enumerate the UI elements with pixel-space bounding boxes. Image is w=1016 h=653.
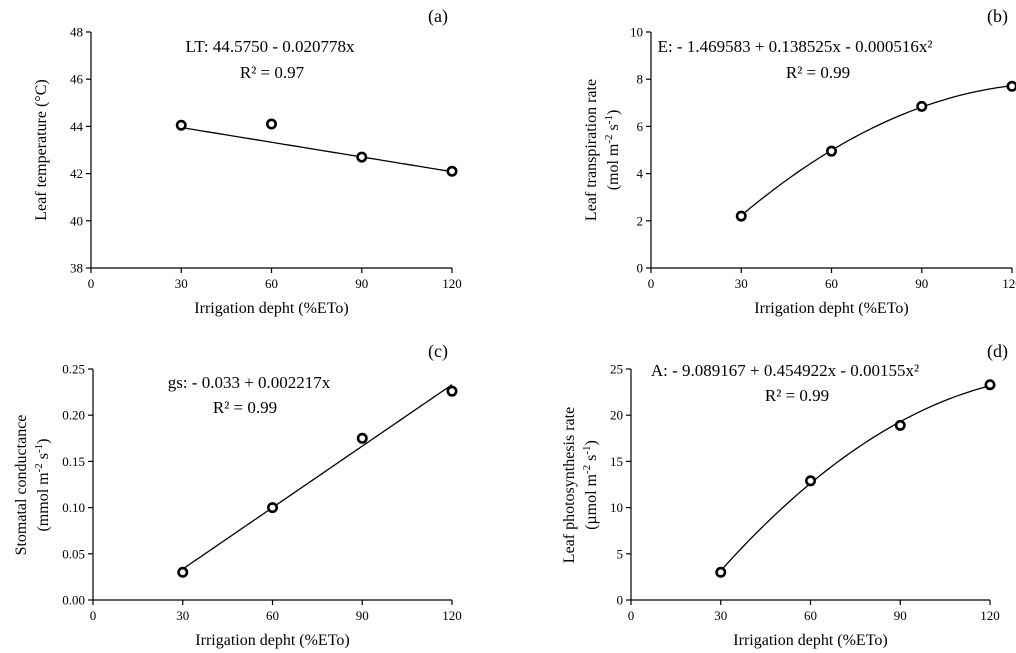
x-tick-label: 30	[735, 276, 748, 291]
y-tick-label: 10	[610, 500, 623, 515]
x-tick-label: 90	[894, 608, 907, 623]
data-point	[446, 385, 458, 397]
regression-equation: LT: 44.5750 - 0.020778x	[186, 37, 355, 56]
data-point	[984, 379, 996, 391]
r-squared-label: R² = 0.99	[786, 63, 850, 82]
y-tick-label: 0.05	[62, 546, 85, 561]
panel-a: 0 30 60 90 120 38 40 42 44 46 48 Irrigation depht (…	[33, 6, 462, 317]
y-axis-label-line: Leaf transpiration rate	[583, 79, 600, 221]
y-tick-label: 4	[637, 166, 644, 181]
data-point	[825, 145, 837, 157]
data-point	[804, 475, 816, 487]
y-axis-label-line: (µmol m-2 s-1)	[581, 440, 600, 530]
y-axis-label: Leaf temperature (°C)	[33, 79, 50, 220]
data-point	[175, 119, 187, 131]
y-tick-label: 0.25	[62, 362, 85, 377]
data-point	[916, 100, 928, 112]
y-tick-label: 2	[637, 213, 644, 228]
y-tick-label: 15	[610, 454, 623, 469]
x-axis-label: Irrigation depht (%ETo)	[733, 632, 887, 649]
y-axis-label: Leaf transpiration rate (mol m-2 s-1)	[583, 79, 622, 221]
panel-label: (a)	[428, 6, 448, 27]
r-squared-label: R² = 0.99	[213, 398, 277, 417]
x-tick-label: 90	[356, 608, 369, 623]
y-axis-label-line: Leaf temperature (°C)	[33, 79, 50, 220]
y-axis-label-line: Leaf photosynthesis rate	[561, 407, 578, 563]
y-tick-label: 48	[70, 25, 83, 40]
fit-line	[720, 385, 991, 572]
x-tick-label: 30	[714, 608, 727, 623]
y-tick-label: 44	[70, 119, 84, 134]
y-axis-label-line: Stomatal conductance	[13, 415, 30, 556]
y-tick-label: 10	[630, 25, 643, 40]
y-tick-label: 0.00	[62, 593, 85, 608]
x-tick-label: 0	[648, 276, 655, 291]
panel-label: (b)	[987, 6, 1008, 27]
x-tick-label: 30	[175, 276, 188, 291]
x-axis-label: Irrigation depht (%ETo)	[195, 632, 349, 649]
panel-c: 0 30 60 90 120 0.00 0.05 0.10 0.15 0.20 0.25 Irriga…	[13, 341, 462, 649]
fit-line	[740, 85, 1013, 217]
y-tick-label: 0.20	[62, 408, 85, 423]
data-point	[894, 419, 906, 431]
r-squared-label: R² = 0.99	[765, 386, 829, 405]
data-point	[735, 210, 747, 222]
y-tick-label: 5	[617, 546, 624, 561]
panel-b: 0 30 60 90 120 0 2 4 6 8 10 Irrigation depht (%ETo)…	[583, 6, 1016, 317]
data-point	[715, 566, 727, 578]
y-tick-label: 0	[617, 593, 624, 608]
regression-equation: A: - 9.089167 + 0.454922x - 0.00155x²	[651, 361, 919, 380]
panel-d: 0 30 60 90 120 0 5 10 15 20 25 Irrigation depht (%E…	[561, 341, 1008, 649]
x-tick-label: 120	[1002, 276, 1016, 291]
x-tick-label: 90	[355, 276, 368, 291]
data-point	[177, 566, 189, 578]
y-tick-label: 42	[70, 166, 83, 181]
x-tick-label: 120	[442, 608, 462, 623]
y-tick-label: 6	[637, 119, 644, 134]
x-tick-label: 30	[176, 608, 189, 623]
data-point	[446, 165, 458, 177]
panel-label: (c)	[428, 341, 448, 362]
y-tick-label: 0.10	[62, 500, 85, 515]
x-tick-label: 60	[265, 276, 278, 291]
y-tick-label: 46	[70, 72, 84, 87]
x-tick-label: 0	[90, 608, 97, 623]
y-axis-label-line: (mol m-2 s-1)	[603, 110, 622, 191]
y-axis-label-line: (mmol m-2 s-1)	[33, 438, 52, 531]
data-point	[356, 432, 368, 444]
fit-line	[181, 126, 453, 173]
fit-line	[182, 384, 453, 570]
x-tick-label: 60	[825, 276, 838, 291]
y-axis-label: Stomatal conductance (mmol m-2 s-1)	[13, 415, 52, 556]
x-tick-label: 60	[266, 608, 279, 623]
x-tick-label: 0	[628, 608, 635, 623]
y-axis-label: Leaf photosynthesis rate (µmol m-2 s-1)	[561, 407, 600, 563]
y-tick-label: 0.15	[62, 454, 85, 469]
panel-label: (d)	[987, 341, 1008, 362]
data-point	[356, 151, 368, 163]
data-point	[266, 502, 278, 514]
y-tick-label: 40	[70, 213, 83, 228]
x-axis-label: Irrigation depht (%ETo)	[754, 300, 908, 317]
regression-equation: E: - 1.469583 + 0.138525x - 0.000516x²	[658, 37, 933, 56]
data-point	[265, 118, 277, 130]
y-tick-label: 20	[610, 408, 623, 423]
x-tick-label: 60	[804, 608, 817, 623]
y-tick-label: 38	[70, 261, 83, 276]
r-squared-label: R² = 0.97	[240, 63, 305, 82]
data-point	[1006, 80, 1016, 92]
y-tick-label: 8	[637, 72, 644, 87]
y-tick-label: 0	[637, 261, 644, 276]
x-tick-label: 120	[980, 608, 1000, 623]
x-tick-label: 0	[88, 276, 95, 291]
x-axis-label: Irrigation depht (%ETo)	[194, 300, 348, 317]
regression-equation: gs: - 0.033 + 0.002217x	[168, 373, 331, 392]
x-tick-label: 120	[442, 276, 462, 291]
x-tick-label: 90	[915, 276, 928, 291]
y-tick-label: 25	[610, 362, 623, 377]
